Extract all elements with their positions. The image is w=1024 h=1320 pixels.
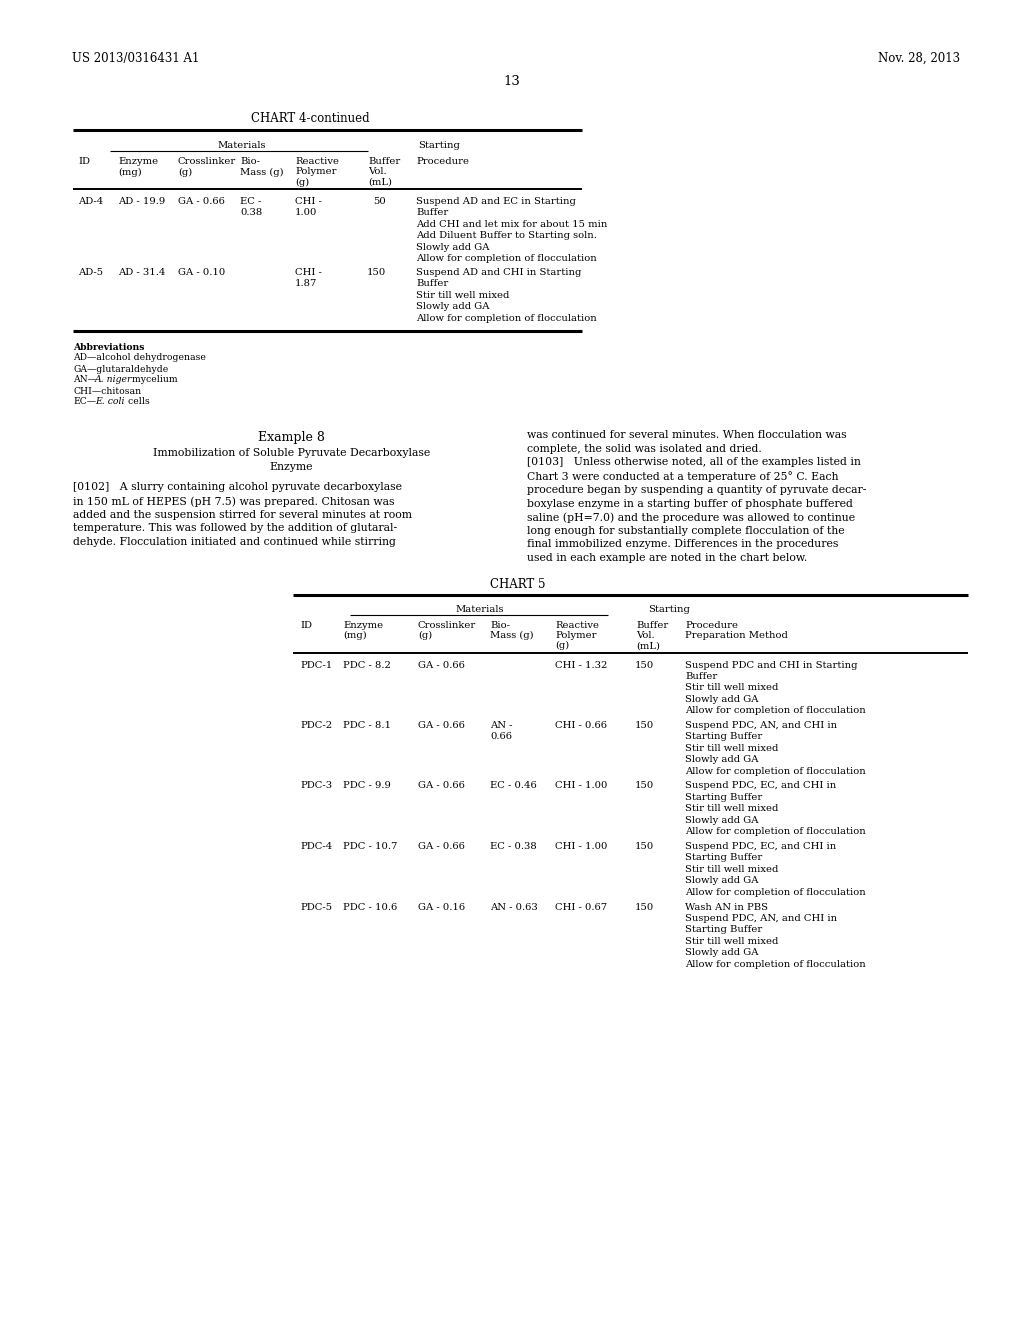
Text: EC - 0.46: EC - 0.46: [490, 781, 537, 791]
Text: Enzyme
(mg): Enzyme (mg): [343, 620, 383, 640]
Text: Suspend AD and EC in Starting
Buffer
Add CHI and let mix for about 15 min
Add Di: Suspend AD and EC in Starting Buffer Add…: [416, 197, 607, 263]
Text: AD-4: AD-4: [78, 197, 103, 206]
Text: GA - 0.66: GA - 0.66: [418, 721, 465, 730]
Text: E. coli: E. coli: [95, 397, 125, 407]
Text: Crosslinker
(g): Crosslinker (g): [178, 157, 237, 177]
Text: ID: ID: [78, 157, 90, 166]
Text: AN -
0.66: AN - 0.66: [490, 721, 512, 741]
Text: GA - 0.66: GA - 0.66: [418, 781, 465, 791]
Text: Suspend PDC, EC, and CHI in
Starting Buffer
Stir till well mixed
Slowly add GA
A: Suspend PDC, EC, and CHI in Starting Buf…: [685, 781, 865, 837]
Text: PDC - 10.7: PDC - 10.7: [343, 842, 397, 851]
Text: PDC-4: PDC-4: [300, 842, 332, 851]
Text: Reactive
Polymer
(g): Reactive Polymer (g): [295, 157, 339, 187]
Text: GA - 0.66: GA - 0.66: [418, 660, 465, 669]
Text: AD - 19.9: AD - 19.9: [118, 197, 165, 206]
Text: US 2013/0316431 A1: US 2013/0316431 A1: [72, 51, 200, 65]
Text: Enzyme
(mg): Enzyme (mg): [118, 157, 158, 177]
Text: CHI - 0.66: CHI - 0.66: [555, 721, 607, 730]
Text: AN - 0.63: AN - 0.63: [490, 903, 538, 912]
Text: CHART 5: CHART 5: [489, 578, 545, 591]
Text: Example 8: Example 8: [258, 430, 325, 444]
Text: AD—alcohol dehydrogenase: AD—alcohol dehydrogenase: [73, 354, 206, 363]
Text: 50: 50: [374, 197, 386, 206]
Text: Reactive
Polymer
(g): Reactive Polymer (g): [555, 620, 599, 651]
Text: AN—: AN—: [73, 375, 97, 384]
Text: CHI - 1.32: CHI - 1.32: [555, 660, 607, 669]
Text: EC—: EC—: [73, 397, 96, 407]
Text: PDC - 8.1: PDC - 8.1: [343, 721, 391, 730]
Text: 150: 150: [635, 660, 654, 669]
Text: AD-5: AD-5: [78, 268, 103, 277]
Text: Suspend PDC, EC, and CHI in
Starting Buffer
Stir till well mixed
Slowly add GA
A: Suspend PDC, EC, and CHI in Starting Buf…: [685, 842, 865, 896]
Text: Nov. 28, 2013: Nov. 28, 2013: [878, 51, 961, 65]
Text: Bio-
Mass (g): Bio- Mass (g): [490, 620, 534, 640]
Text: Bio-
Mass (g): Bio- Mass (g): [240, 157, 284, 177]
Text: GA—glutaraldehyde: GA—glutaraldehyde: [73, 364, 168, 374]
Text: CHI -
1.87: CHI - 1.87: [295, 268, 322, 288]
Text: Procedure: Procedure: [416, 157, 469, 166]
Text: PDC - 8.2: PDC - 8.2: [343, 660, 391, 669]
Text: [0102]   A slurry containing alcohol pyruvate decarboxylase
in 150 mL of HEPES (: [0102] A slurry containing alcohol pyruv…: [73, 483, 412, 546]
Text: Abbreviations: Abbreviations: [73, 342, 144, 351]
Text: CHART 4-continued: CHART 4-continued: [251, 112, 370, 125]
Text: 150: 150: [367, 268, 386, 277]
Text: 13: 13: [504, 75, 520, 88]
Text: Crosslinker
(g): Crosslinker (g): [418, 620, 476, 640]
Text: CHI - 0.67: CHI - 0.67: [555, 903, 607, 912]
Text: Starting: Starting: [648, 605, 690, 614]
Text: Suspend AD and CHI in Starting
Buffer
Stir till well mixed
Slowly add GA
Allow f: Suspend AD and CHI in Starting Buffer St…: [416, 268, 597, 323]
Text: cells: cells: [125, 397, 150, 407]
Text: EC -
0.38: EC - 0.38: [240, 197, 262, 216]
Text: was continued for several minutes. When flocculation was
complete, the solid was: was continued for several minutes. When …: [527, 430, 866, 562]
Text: Starting: Starting: [418, 141, 460, 150]
Text: Procedure
Preparation Method: Procedure Preparation Method: [685, 620, 787, 640]
Text: PDC-5: PDC-5: [300, 903, 332, 912]
Text: GA - 0.16: GA - 0.16: [418, 903, 465, 912]
Text: CHI—chitosan: CHI—chitosan: [73, 387, 141, 396]
Text: 150: 150: [635, 781, 654, 791]
Text: Materials: Materials: [218, 141, 266, 150]
Text: GA - 0.66: GA - 0.66: [178, 197, 225, 206]
Text: GA - 0.10: GA - 0.10: [178, 268, 225, 277]
Text: mycelium: mycelium: [129, 375, 177, 384]
Text: CHI -
1.00: CHI - 1.00: [295, 197, 322, 216]
Text: Suspend PDC, AN, and CHI in
Starting Buffer
Stir till well mixed
Slowly add GA
A: Suspend PDC, AN, and CHI in Starting Buf…: [685, 721, 865, 776]
Text: PDC-3: PDC-3: [300, 781, 332, 791]
Text: CHI - 1.00: CHI - 1.00: [555, 842, 607, 851]
Text: PDC - 9.9: PDC - 9.9: [343, 781, 391, 791]
Text: PDC-1: PDC-1: [300, 660, 332, 669]
Text: Wash AN in PBS
Suspend PDC, AN, and CHI in
Starting Buffer
Stir till well mixed
: Wash AN in PBS Suspend PDC, AN, and CHI …: [685, 903, 865, 969]
Text: AD - 31.4: AD - 31.4: [118, 268, 165, 277]
Text: Immobilization of Soluble Pyruvate Decarboxylase
Enzyme: Immobilization of Soluble Pyruvate Decar…: [153, 449, 430, 471]
Text: EC - 0.38: EC - 0.38: [490, 842, 537, 851]
Text: CHI - 1.00: CHI - 1.00: [555, 781, 607, 791]
Text: A. niger: A. niger: [95, 375, 132, 384]
Text: PDC-2: PDC-2: [300, 721, 332, 730]
Text: 150: 150: [635, 721, 654, 730]
Text: 150: 150: [635, 842, 654, 851]
Text: ID: ID: [300, 620, 312, 630]
Text: Materials: Materials: [456, 605, 504, 614]
Text: Buffer
Vol.
(mL): Buffer Vol. (mL): [636, 620, 669, 651]
Text: GA - 0.66: GA - 0.66: [418, 842, 465, 851]
Text: Suspend PDC and CHI in Starting
Buffer
Stir till well mixed
Slowly add GA
Allow : Suspend PDC and CHI in Starting Buffer S…: [685, 660, 865, 715]
Text: 150: 150: [635, 903, 654, 912]
Text: PDC - 10.6: PDC - 10.6: [343, 903, 397, 912]
Text: Buffer
Vol.
(mL): Buffer Vol. (mL): [368, 157, 400, 187]
